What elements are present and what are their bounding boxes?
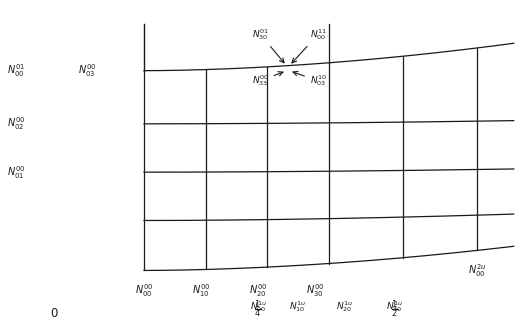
- Text: $N^{00}_{01}$: $N^{00}_{01}$: [7, 164, 25, 181]
- Text: $\frac{1}{2}$: $\frac{1}{2}$: [391, 299, 399, 320]
- Text: $N^{01}_{30}$: $N^{01}_{30}$: [252, 27, 284, 63]
- Text: $N^{00}_{03}$: $N^{00}_{03}$: [78, 62, 96, 79]
- Text: $N^{1u}_{30}$: $N^{1u}_{30}$: [387, 299, 404, 314]
- Text: $N^{01}_{00}$: $N^{01}_{00}$: [7, 62, 24, 79]
- Text: $N^{00}_{20}$: $N^{00}_{20}$: [249, 282, 267, 299]
- Text: $N^{10}_{03}$: $N^{10}_{03}$: [293, 72, 327, 88]
- Text: $N^{00}_{02}$: $N^{00}_{02}$: [7, 115, 25, 132]
- Text: $N^{1u}_{20}$: $N^{1u}_{20}$: [336, 299, 353, 314]
- Text: $N^{00}_{33}$: $N^{00}_{33}$: [252, 72, 283, 88]
- Text: 0: 0: [50, 307, 58, 320]
- Text: $N^{11}_{00}$: $N^{11}_{00}$: [292, 27, 327, 63]
- Text: $N^{1u}_{10}$: $N^{1u}_{10}$: [289, 299, 306, 314]
- Text: $N^{1u}_{00}$: $N^{1u}_{00}$: [250, 299, 267, 314]
- Text: $N^{2u}_{00}$: $N^{2u}_{00}$: [468, 262, 486, 279]
- Text: $N^{00}_{10}$: $N^{00}_{10}$: [192, 282, 210, 299]
- Text: $N^{00}_{30}$: $N^{00}_{30}$: [306, 282, 324, 299]
- Text: $\frac{1}{4}$: $\frac{1}{4}$: [254, 299, 262, 320]
- Text: $N^{00}_{00}$: $N^{00}_{00}$: [135, 282, 153, 299]
